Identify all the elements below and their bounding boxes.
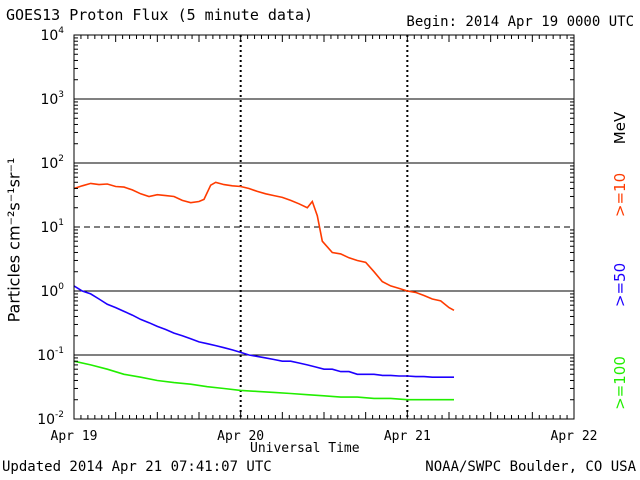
series-layer — [73, 181, 455, 401]
chart-title: GOES13 Proton Flux (5 minute data) — [6, 6, 314, 24]
series-line-ge50 — [73, 285, 454, 379]
grid-lines — [74, 35, 574, 419]
y-axis-label: Particles cm⁻²s⁻¹sr⁻¹ — [4, 157, 24, 323]
updated-timestamp: Updated 2014 Apr 21 07:41:07 UTC — [2, 459, 272, 475]
x-axis-label: Universal Time — [250, 441, 360, 456]
legend-ge50: >=50 — [611, 262, 629, 308]
legend-ge10: >=10 — [611, 172, 629, 218]
y-tick-label: 101 — [40, 218, 64, 236]
begin-time: Begin: 2014 Apr 19 0000 UTC — [406, 14, 634, 30]
legend-ge100: >=100 — [611, 356, 629, 410]
x-tick-label: Apr 22 — [551, 429, 598, 444]
plot-frame — [73, 34, 575, 420]
y-tick-label: 104 — [40, 26, 64, 44]
x-tick-label: Apr 20 — [217, 429, 264, 444]
y-tick-label: 100 — [40, 282, 64, 300]
y-tick-label: 10-2 — [37, 410, 64, 428]
unit-label: MeV — [611, 111, 629, 145]
y-tick-label: 102 — [40, 154, 64, 172]
series-line-ge10 — [73, 181, 455, 312]
y-tick-label: 10-1 — [37, 346, 64, 364]
credit-label: NOAA/SWPC Boulder, CO USA — [425, 459, 636, 475]
x-tick-label: Apr 19 — [51, 429, 98, 444]
x-tick-label: Apr 21 — [384, 429, 431, 444]
y-tick-label: 103 — [40, 90, 64, 108]
series-line-ge100 — [73, 360, 454, 401]
